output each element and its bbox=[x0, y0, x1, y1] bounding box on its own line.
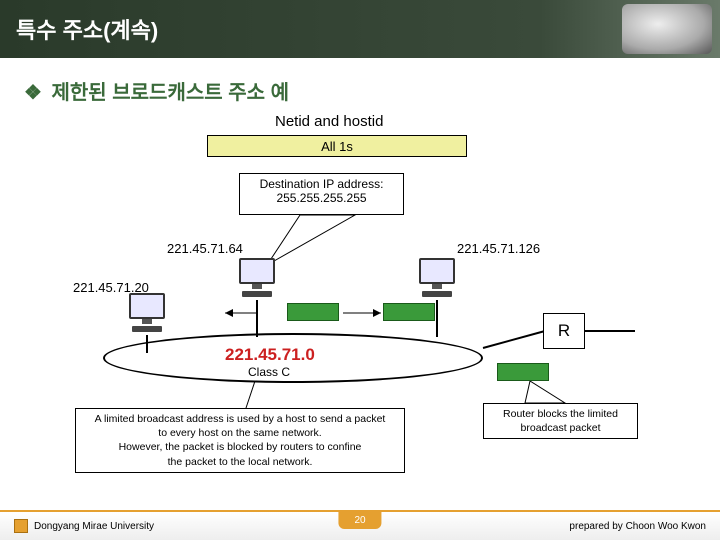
computer-icon bbox=[235, 258, 279, 300]
note-line: to every host on the same network. bbox=[81, 426, 399, 440]
netid-label: Netid and hostid bbox=[275, 113, 383, 130]
slide-title: 특수 주소(계속) bbox=[16, 13, 158, 45]
packet-icon bbox=[497, 363, 549, 381]
network-address: 221.45.71.0 bbox=[225, 345, 315, 365]
logo-graphic bbox=[622, 4, 712, 54]
packet-icon bbox=[383, 303, 435, 321]
network-class: Class C bbox=[248, 365, 290, 379]
note-left: A limited broadcast address is used by a… bbox=[75, 408, 405, 473]
slide-footer: Dongyang Mirae University 20 prepared by… bbox=[0, 510, 720, 540]
footer-right-text: prepared by Choon Woo Kwon bbox=[569, 521, 706, 532]
page-number: 20 bbox=[338, 510, 381, 529]
footer-left: Dongyang Mirae University bbox=[14, 519, 154, 533]
host-ip-label: 221.45.71.126 bbox=[457, 241, 540, 256]
note-line: Router blocks the limited bbox=[489, 407, 632, 421]
dest-ip-box: Destination IP address: 255.255.255.255 bbox=[239, 173, 404, 215]
dest-line2: 255.255.255.255 bbox=[240, 191, 403, 205]
packet-icon bbox=[287, 303, 339, 321]
subtitle-text: 제한된 브로드캐스트 주소 예 bbox=[52, 82, 289, 104]
computer-icon bbox=[125, 293, 169, 335]
note-line: However, the packet is blocked by router… bbox=[81, 440, 399, 454]
router-node: R bbox=[543, 313, 585, 349]
slide-header: 특수 주소(계속) bbox=[0, 0, 720, 58]
footer-left-text: Dongyang Mirae University bbox=[34, 521, 154, 532]
diagram-area: Netid and hostid All 1s Destination IP a… bbox=[65, 113, 655, 483]
note-right: Router blocks the limited broadcast pack… bbox=[483, 403, 638, 439]
computer-icon bbox=[415, 258, 459, 300]
note-line: A limited broadcast address is used by a… bbox=[81, 412, 399, 426]
subtitle: ❖ 제한된 브로드캐스트 주소 예 bbox=[0, 58, 720, 113]
dest-line1: Destination IP address: bbox=[240, 177, 403, 191]
all1s-box: All 1s bbox=[207, 135, 467, 157]
host-ip-label: 221.45.71.64 bbox=[167, 241, 243, 256]
footer-logo-icon bbox=[14, 519, 28, 533]
note-line: the packet to the local network. bbox=[81, 455, 399, 469]
bullet-icon: ❖ bbox=[24, 82, 42, 104]
note-line: broadcast packet bbox=[489, 421, 632, 435]
